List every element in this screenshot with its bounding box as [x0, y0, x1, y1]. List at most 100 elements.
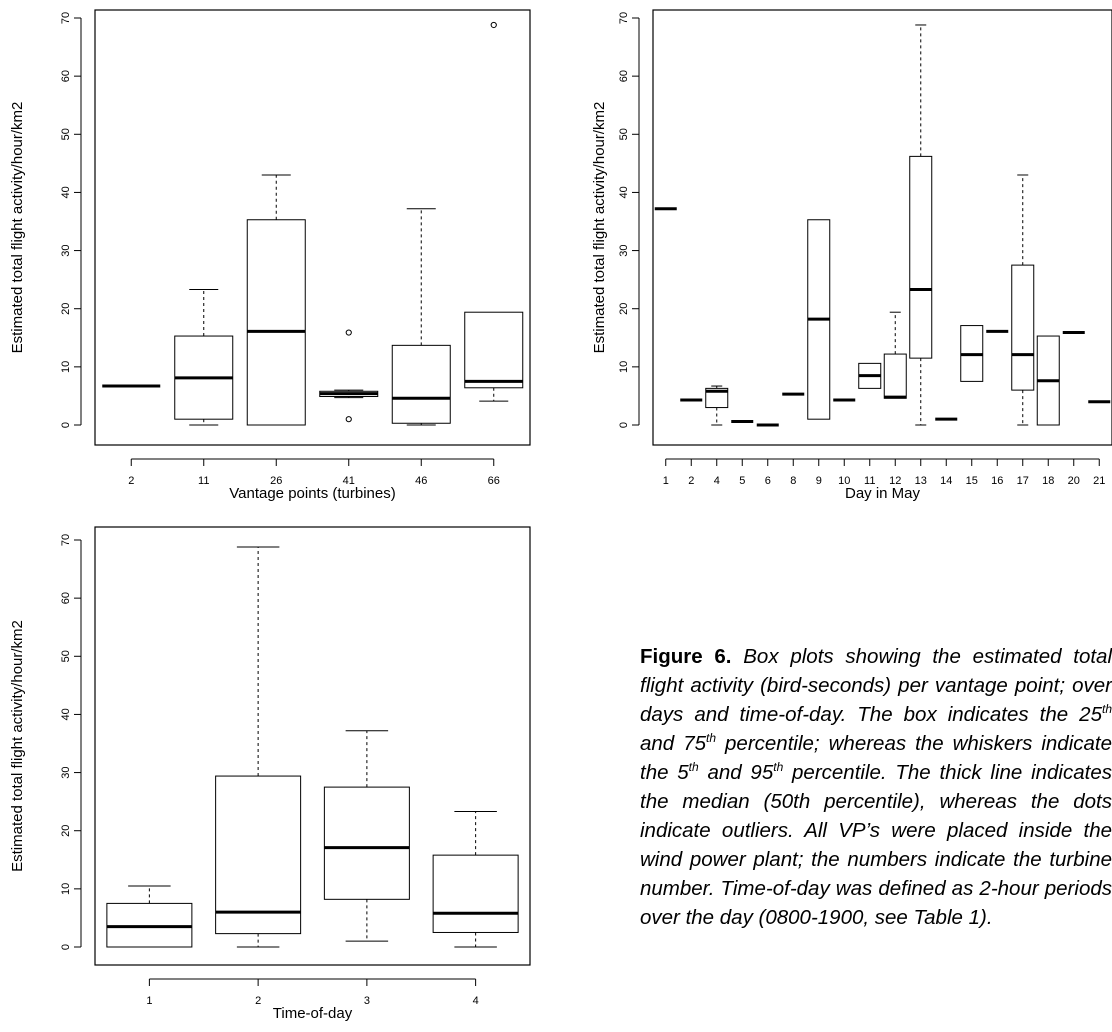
- plot-frame: [94, 526, 531, 966]
- box-plot-panel-3: 0 10 20 30 40 50 60 70 Estimated total flight ac…: [9, 526, 531, 1022]
- box-66: [464, 21, 524, 402]
- x-tick-label: 46: [415, 475, 427, 487]
- y-tick-label: 50: [618, 128, 630, 140]
- x-tick-label: 16: [991, 475, 1003, 487]
- figure-caption: Figure 6. Box plots showing the estimate…: [640, 642, 1112, 932]
- iqr-box: [705, 387, 729, 409]
- y-tick-label: 30: [60, 766, 72, 778]
- caption-sup-1: th: [1101, 702, 1112, 717]
- x-tick-label: 12: [889, 475, 901, 487]
- y-tick-label: 0: [60, 422, 72, 428]
- box-2: [215, 546, 302, 948]
- box-4: [705, 385, 729, 426]
- x-tick-label: 8: [790, 475, 796, 487]
- plot-frame: [94, 9, 531, 446]
- y-tick-label: 0: [60, 944, 72, 950]
- y-axis-title: Estimated total flight activity/hour/km2: [9, 620, 26, 872]
- x-tick-label: 10: [838, 475, 850, 487]
- box-18: [1036, 335, 1060, 426]
- y-tick-label: 20: [60, 303, 72, 315]
- box-plot-panel-1: 0 10 20 30 40 50 60 70 Estimated total flight ac…: [9, 9, 531, 502]
- x-tick-label: 18: [1042, 475, 1054, 487]
- caption-text-3: percentile; whereas the whiskers indicat…: [640, 732, 1112, 784]
- x-tick-label: 9: [816, 475, 822, 487]
- x-tick-label: 2: [255, 995, 261, 1007]
- outlier-point: [345, 416, 352, 423]
- box-3: [323, 730, 410, 942]
- y-tick-label: 60: [618, 70, 630, 82]
- y-axis-title: Estimated total flight activity/hour/km2: [591, 102, 608, 354]
- x-axis-title: Time-of-day: [273, 1005, 353, 1022]
- iqr-box: [323, 786, 410, 900]
- box-plot-panel-2: 0 10 20 30 40 50 60 70 Estimated total flight ac…: [591, 9, 1112, 502]
- x-tick-label: 20: [1068, 475, 1080, 487]
- iqr-box: [909, 155, 933, 359]
- box-15: [960, 325, 984, 382]
- figure-label: Figure 6.: [640, 645, 732, 668]
- y-tick-label: 10: [60, 883, 72, 895]
- y-tick-label: 0: [618, 422, 630, 428]
- x-tick-label: 21: [1093, 475, 1105, 487]
- box-9: [807, 219, 831, 420]
- y-tick-label: 50: [60, 128, 72, 140]
- box-26: [246, 174, 306, 426]
- y-tick-label: 40: [618, 186, 630, 198]
- caption-text-2: and 75: [640, 732, 707, 755]
- iqr-box: [464, 311, 524, 389]
- y-tick-label: 30: [618, 244, 630, 256]
- y-tick-label: 70: [60, 12, 72, 24]
- caption-text-1: Box plots showing the estimated total fl…: [640, 645, 1112, 726]
- y-tick-label: 30: [60, 244, 72, 256]
- caption-sup-3: th: [688, 760, 699, 775]
- iqr-box: [215, 775, 302, 935]
- y-tick-label: 60: [60, 70, 72, 82]
- y-tick-label: 20: [60, 825, 72, 837]
- caption-sup-2: th: [706, 731, 717, 746]
- x-axis-title: Vantage points (turbines): [229, 485, 396, 502]
- iqr-box: [432, 854, 519, 933]
- y-tick-label: 50: [60, 650, 72, 662]
- iqr-box: [1011, 264, 1035, 391]
- y-tick-label: 20: [618, 303, 630, 315]
- caption-sup-4: th: [773, 760, 784, 775]
- y-tick-label: 70: [618, 12, 630, 24]
- x-tick-label: 17: [1017, 475, 1029, 487]
- x-tick-label: 4: [714, 475, 720, 487]
- y-tick-label: 40: [60, 708, 72, 720]
- x-tick-label: 11: [198, 475, 209, 487]
- box-41: [319, 329, 379, 423]
- y-tick-label: 60: [60, 592, 72, 604]
- y-tick-label: 70: [60, 534, 72, 546]
- x-tick-label: 6: [765, 475, 771, 487]
- x-tick-label: 5: [739, 475, 745, 487]
- x-tick-label: 41: [343, 475, 355, 487]
- iqr-box: [883, 353, 907, 399]
- box-4: [432, 811, 519, 948]
- box-17: [1011, 174, 1035, 426]
- x-tick-label: 4: [473, 995, 479, 1007]
- y-tick-label: 10: [60, 361, 72, 373]
- iqr-box: [246, 219, 306, 426]
- x-tick-label: 26: [270, 475, 282, 487]
- x-tick-label: 1: [146, 995, 152, 1007]
- outlier-point: [345, 329, 352, 336]
- box-13: [909, 24, 933, 426]
- y-tick-label: 40: [60, 186, 72, 198]
- outlier-point: [490, 21, 497, 29]
- y-tick-label: 10: [618, 361, 630, 373]
- x-tick-label: 15: [966, 475, 978, 487]
- caption-text-5: percentile. The thick line indicates the…: [640, 761, 1112, 929]
- iqr-box: [391, 344, 451, 424]
- box-11: [174, 289, 234, 426]
- box-11: [858, 362, 882, 389]
- x-tick-label: 3: [364, 995, 370, 1007]
- x-tick-label: 2: [128, 475, 134, 487]
- x-tick-label: 2: [688, 475, 694, 487]
- plot-frame: [652, 9, 1112, 446]
- box-46: [391, 208, 451, 426]
- x-tick-label: 11: [864, 475, 875, 487]
- box-12: [883, 311, 907, 399]
- x-tick-label: 14: [940, 475, 952, 487]
- x-axis-title: Day in May: [845, 485, 921, 502]
